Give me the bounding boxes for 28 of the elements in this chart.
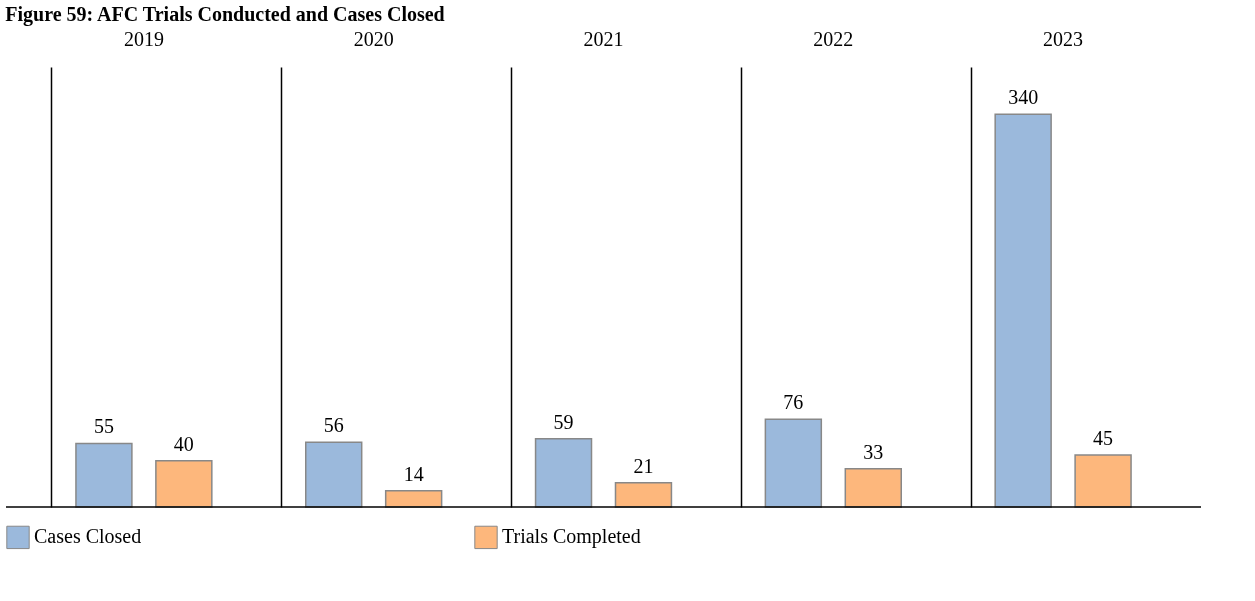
bar: [614, 481, 673, 508]
data-label: 33: [863, 440, 884, 463]
data-label: 59: [553, 410, 574, 433]
chart-title: Figure 59: AFC Trials Conducted and Cases Closed: [5, 3, 445, 26]
bar: [534, 438, 593, 508]
data-label: 40: [173, 432, 194, 455]
bar: [764, 418, 823, 508]
data-label: 21: [633, 454, 654, 477]
bar: [75, 442, 133, 508]
data-label: 45: [1093, 427, 1114, 449]
legend-label: Cases Closed: [34, 525, 142, 548]
data-label: 14: [403, 462, 424, 485]
x-tick-label: 2021: [583, 27, 624, 50]
x-tick-label: 2019: [123, 27, 164, 50]
bar: [1074, 454, 1132, 508]
legend-label: Trials Completed: [502, 525, 641, 549]
data-label: 340: [1008, 86, 1039, 109]
data-label: 76: [783, 391, 804, 414]
bar: [155, 460, 213, 508]
x-tick-label: 2023: [1043, 27, 1084, 50]
x-tick-label: 2020: [353, 27, 394, 50]
bar: [994, 113, 1052, 508]
data-label: 56: [323, 414, 344, 437]
x-tick-label: 2022: [813, 27, 854, 50]
data-label: 55: [93, 415, 114, 438]
bar: [844, 468, 902, 508]
bar: [384, 490, 443, 508]
bar: [305, 441, 363, 508]
